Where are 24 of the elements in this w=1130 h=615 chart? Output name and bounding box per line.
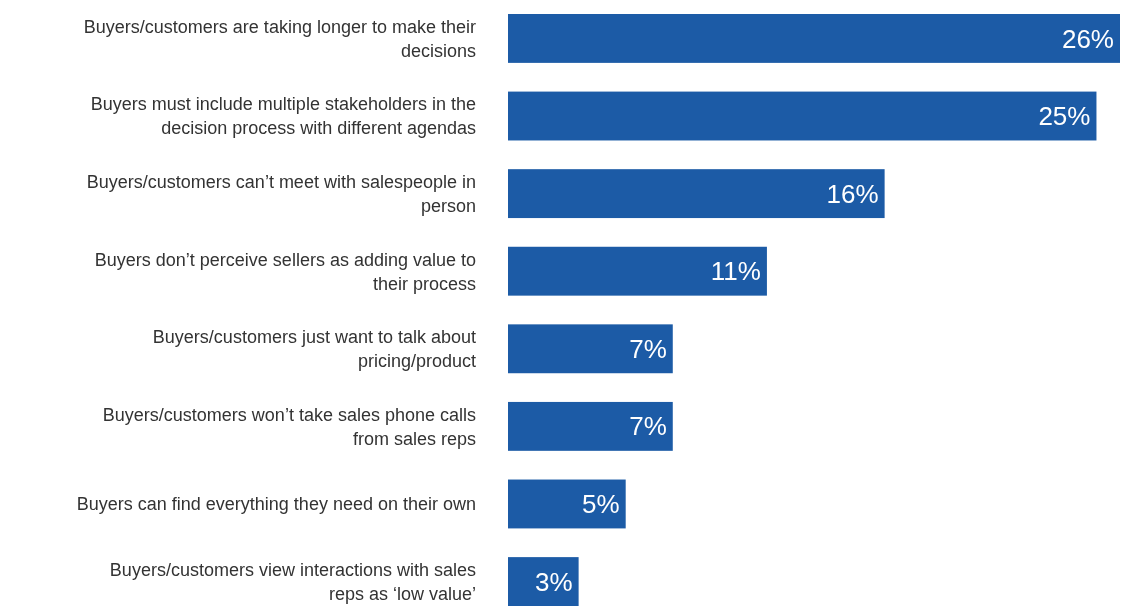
- bar: [508, 169, 885, 219]
- bar: [508, 324, 673, 374]
- bar: [508, 557, 579, 606]
- y-tick-label: Buyers/customers just want to talk about pricing/product: [152, 327, 476, 372]
- data-label: 7%: [629, 411, 667, 442]
- y-tick-label: Buyers can find everything they need on their own: [76, 494, 476, 515]
- bar: [508, 401, 673, 451]
- y-tick-label: Buyers don’t perceive sellers as adding value to their process: [94, 249, 476, 294]
- bar: [508, 479, 626, 529]
- bar: [508, 246, 767, 296]
- bar: [508, 14, 1120, 63]
- bar: [508, 91, 1097, 141]
- data-label: 25%: [1038, 101, 1091, 132]
- y-tick-label: Buyers/customers are taking longer to make their decisions: [83, 16, 476, 61]
- data-label: 26%: [1061, 23, 1114, 54]
- y-tick-label: Buyers must include multiple stakeholders in the decision process with different agendas: [90, 94, 476, 139]
- y-tick-label: Buyers/customers can’t meet with salespeople in person: [86, 171, 476, 216]
- data-label: 11%: [710, 256, 761, 287]
- data-label: 5%: [582, 489, 620, 520]
- y-tick-label: Buyers/customers won’t take sales phone calls from sales reps: [102, 404, 476, 449]
- data-label: 3%: [535, 566, 573, 597]
- y-tick-label: Buyers/customers view interactions with sales reps as ‘low value’: [109, 559, 476, 604]
- data-label: 7%: [629, 333, 667, 364]
- data-label: 16%: [826, 178, 879, 209]
